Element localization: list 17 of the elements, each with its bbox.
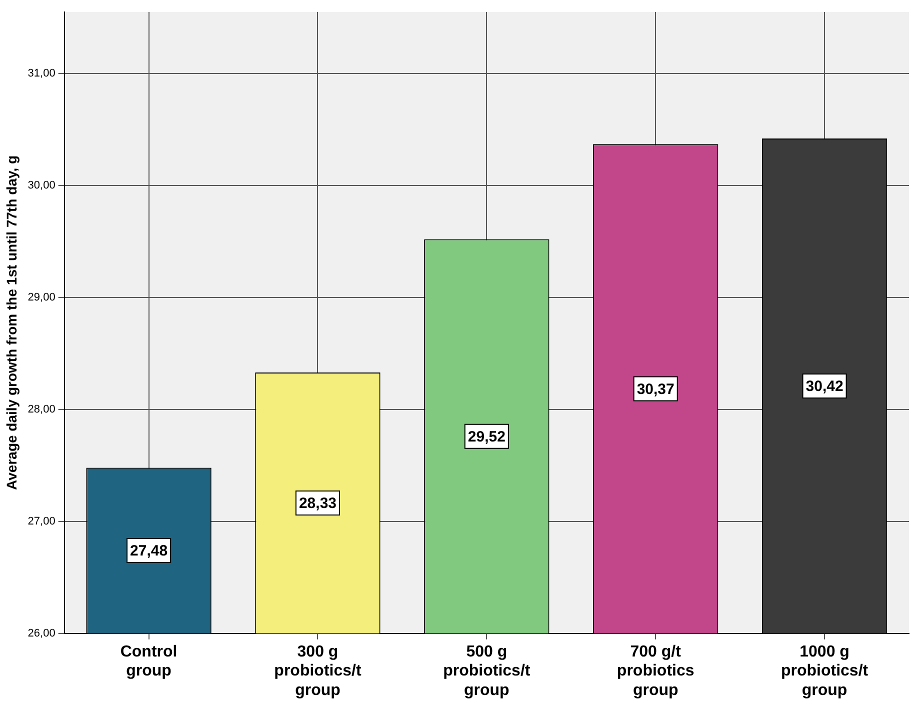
y-tick-label: 28,00 bbox=[28, 404, 56, 416]
y-tick-label: 30,00 bbox=[28, 180, 56, 192]
data-label: 30,42 bbox=[806, 378, 844, 396]
y-tick-label: 29,00 bbox=[28, 292, 56, 304]
x-tick-label: 500 g probiotics/t group bbox=[443, 643, 531, 699]
y-tick-label: 27,00 bbox=[28, 515, 56, 528]
y-tick-label: 31,00 bbox=[28, 68, 56, 80]
y-axis-title: Average daily growth from the 1st until 77th day, g bbox=[3, 155, 20, 490]
x-tick-label: 300 g probiotics/t group bbox=[274, 643, 362, 699]
data-label: 28,33 bbox=[298, 495, 336, 512]
x-tick-label: 1000 g probiotics/t group bbox=[780, 643, 869, 699]
x-tick-label: Control group bbox=[120, 643, 178, 680]
data-label: 27,48 bbox=[130, 542, 168, 560]
y-tick-label: 26,00 bbox=[28, 627, 56, 640]
data-label: 30,37 bbox=[636, 380, 674, 398]
data-label: 29,52 bbox=[468, 428, 506, 446]
x-tick-label: 700 g/t probiotics group bbox=[616, 643, 694, 699]
